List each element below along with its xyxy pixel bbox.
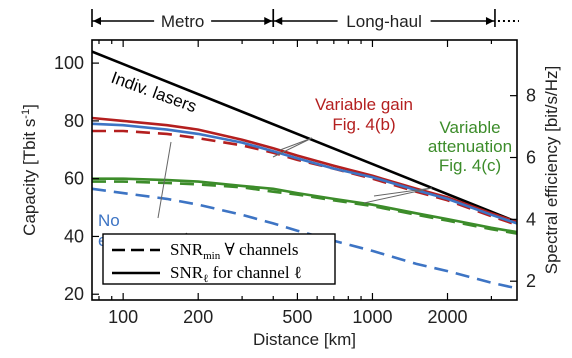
y-tick-label: 40	[64, 226, 84, 246]
x-tick-label: 500	[282, 307, 312, 327]
y2-axis-title: Spectral efficiency [bit/s/Hz]	[542, 66, 561, 275]
annotation-line: Fig. 4(c)	[439, 156, 501, 175]
series-line-variable-attenuation-dashed-4	[92, 180, 517, 235]
annotation-leader	[373, 187, 433, 197]
x-tick-label: 200	[183, 307, 213, 327]
y2-tick-label: 2	[526, 271, 536, 291]
y2-tick-label: 4	[526, 209, 536, 229]
y-tick-label: 60	[64, 169, 84, 189]
y-axis-ticks: 20 40 60 80 100	[54, 53, 99, 304]
annotation-label: Variable attenuation Fig. 4(c)	[428, 118, 512, 175]
series-line-variable-attenuation-solid-3	[92, 177, 517, 234]
region-label-bg	[154, 9, 212, 29]
annotation-leader	[363, 187, 433, 204]
y2-axis-ticks: 2 4 6 8	[510, 86, 536, 291]
annotation-label: Variable gain Fig. 4(b)	[315, 95, 413, 134]
y-axis-title: Capacity [Tbit s-1]	[20, 104, 39, 236]
annotation-line: attenuation	[428, 137, 512, 156]
annotation-line: Variable	[439, 118, 500, 137]
y-tick-label: 20	[64, 284, 84, 304]
annotation-line: Variable gain	[315, 95, 413, 114]
plot-frame	[91, 39, 518, 301]
y-tick-label: 80	[64, 111, 84, 131]
legend-label-main: SNR	[170, 263, 204, 282]
region-arrow-right	[485, 17, 494, 25]
region-label-bg	[337, 9, 431, 29]
legend-label: SNRmin ∀ channels	[170, 240, 298, 262]
y-axis-title-main: Capacity [Tbit s	[20, 119, 39, 236]
region-label: Metro	[161, 12, 204, 31]
legend-label: SNRℓ for channel ℓ	[170, 263, 302, 285]
annotation-line: Fig. 4(b)	[332, 115, 395, 134]
region-arrow-right	[264, 17, 273, 25]
y-axis-title-end: ]	[20, 104, 39, 109]
series-group	[92, 50, 517, 290]
annotation-leader	[157, 141, 172, 219]
series-line-variable-gain-dashed-2	[92, 129, 517, 227]
series-line-no-equalization-solid-5	[92, 122, 517, 225]
series-line-variable-gain-solid-1	[92, 116, 517, 224]
y-tick-label: 100	[54, 53, 84, 73]
annotation-leader	[279, 137, 313, 151]
series-line-indiv-lasers-solid-0	[92, 50, 517, 224]
region-markers: Metro Long-haul	[91, 9, 519, 31]
y-axis-title-sup: -1	[20, 109, 32, 119]
legend-label-main: SNR	[170, 240, 204, 259]
x-tick-label: 1000	[352, 307, 392, 327]
region-arrow-left	[93, 17, 101, 25]
annotation-line: No	[98, 211, 120, 230]
legend-label-rest: ∀ channels	[220, 240, 298, 259]
x-tick-label: 100	[108, 307, 138, 327]
series-line-no-equalization-dashed-6	[92, 187, 517, 290]
annotation-leader	[272, 137, 313, 158]
x-tick-label: 2000	[427, 307, 467, 327]
y2-tick-label: 8	[526, 86, 536, 106]
y2-tick-label: 6	[526, 148, 536, 168]
legend-box	[102, 233, 336, 285]
region-arrow-left	[274, 17, 283, 25]
legend-label-rest: for channel ℓ	[208, 263, 302, 282]
x-axis-ticks: 100 200 500 1000 2000	[98, 40, 493, 327]
region-label: Long-haul	[346, 12, 422, 31]
x-axis-title: Distance [km]	[253, 330, 356, 349]
legend-label-sub: min	[203, 250, 221, 262]
legend-label-sub: ℓ	[203, 273, 208, 285]
